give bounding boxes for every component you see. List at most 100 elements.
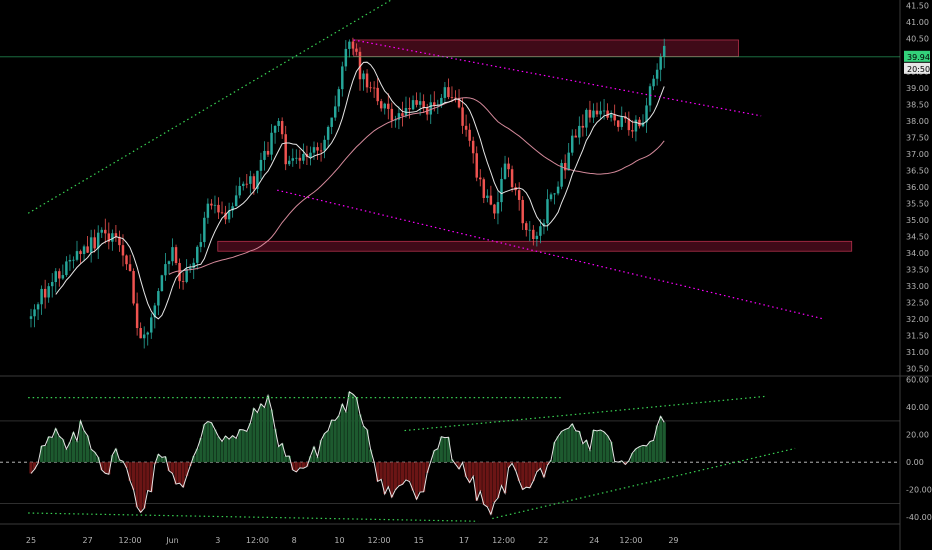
candle-body [563, 163, 567, 171]
price-tick-label: 41.50 [906, 1, 929, 10]
candle-body [249, 176, 252, 184]
candle-body [316, 147, 319, 151]
candle-body [280, 121, 284, 135]
candle-body [659, 56, 662, 70]
candle-body [634, 119, 638, 132]
candle-body [500, 178, 503, 203]
candle-body [43, 288, 47, 298]
candle-body [132, 271, 135, 304]
candle-body [284, 134, 287, 165]
candle-body [213, 204, 217, 206]
candle-body [185, 268, 188, 282]
candle-body [227, 210, 231, 220]
candle-body [128, 264, 132, 272]
candle-body [125, 255, 128, 265]
candle-body [351, 41, 355, 49]
price-badges: 39.94 20:50 [904, 50, 930, 74]
time-tick-label: 17 [459, 536, 469, 545]
candle-body [443, 87, 447, 98]
candle-body [464, 125, 468, 130]
candle-body [319, 150, 323, 152]
candle-body [188, 267, 192, 269]
candle-body [376, 87, 379, 102]
supply-demand-zone [217, 240, 853, 252]
candle-body [662, 45, 666, 57]
candle-body [418, 101, 422, 105]
candle-body [471, 140, 475, 154]
candle-body [503, 163, 507, 179]
candle-body [348, 41, 351, 49]
candle-body [415, 100, 418, 105]
last-price-badge [904, 50, 930, 62]
candle-body [556, 186, 560, 194]
candle-body [482, 179, 486, 198]
candle-body [256, 170, 259, 189]
candle-body [273, 125, 277, 133]
candle-body [220, 212, 224, 214]
candle-body [298, 157, 302, 161]
candle-body [68, 259, 72, 262]
candle-body [358, 51, 362, 80]
candle-body [100, 229, 103, 233]
candle-body [309, 152, 312, 158]
candle-body [107, 233, 111, 242]
time-tick-label: 8 [292, 536, 297, 545]
time-tick-label: 15 [414, 536, 424, 545]
price-tick-label: 34.00 [906, 249, 929, 258]
candle-body [171, 247, 174, 262]
candle-body [355, 48, 358, 52]
oscillator-tick-label: -40.00 [906, 513, 932, 522]
candle-body [362, 73, 365, 80]
candle-body [387, 103, 390, 109]
candle-body [510, 169, 514, 188]
candle-body [29, 316, 33, 319]
candle-body [79, 251, 82, 255]
candle-body [592, 110, 595, 118]
candle-body [602, 110, 606, 112]
time-tick-label: 22 [538, 536, 548, 545]
candle-body [337, 89, 341, 107]
candle-body [259, 159, 263, 171]
oscillator-pane[interactable] [0, 391, 900, 522]
price-tick-label: 36.50 [906, 166, 929, 175]
candle-body [344, 48, 348, 67]
candle-body [89, 237, 93, 253]
candle-body [150, 317, 153, 333]
candle-body [266, 150, 270, 155]
candle-body [252, 176, 256, 189]
candle-body [65, 261, 68, 276]
candle-body [82, 246, 86, 255]
candle-body [461, 107, 464, 126]
candle-body [157, 291, 160, 306]
candle-body [287, 160, 291, 165]
oscillator-tick-label: 40.00 [906, 403, 929, 412]
candle-body [47, 286, 50, 298]
time-tick-label: 12:00 [368, 536, 391, 545]
time-tick-label: 27 [83, 536, 93, 545]
candle-body [341, 66, 344, 90]
price-tick-label: 33.00 [906, 282, 929, 291]
candle-body [532, 229, 535, 239]
price-tick-label: 31.00 [906, 348, 929, 357]
candle-body [210, 203, 213, 206]
price-tick-label: 34.50 [906, 232, 929, 241]
candle-body [468, 129, 471, 141]
price-tick-label: 32.00 [906, 315, 929, 324]
supply-demand-zone [353, 39, 739, 57]
candle-body [160, 275, 164, 292]
candle-body [72, 259, 75, 261]
oscillator-axis[interactable]: 60.00 40.00 20.00 0.00 -20.00 -40.00 [906, 376, 932, 522]
time-axis[interactable]: 25 27 12:00 Jun 3 12:00 8 10 12:00 15 17 12:00 22 24 1… [0, 523, 900, 545]
candle-body [578, 125, 581, 138]
last-price-label: 39.94 [907, 53, 930, 62]
candle-body [648, 86, 652, 106]
candle-body [217, 204, 220, 213]
candle-body [613, 114, 616, 121]
time-tick-label: 12:00 [246, 536, 269, 545]
time-tick-label: Jun [165, 536, 179, 545]
candle-body [595, 110, 599, 115]
oscillator-tick-label: 60.00 [906, 376, 929, 385]
candle-body [93, 237, 96, 249]
price-tick-label: 30.50 [906, 364, 929, 373]
